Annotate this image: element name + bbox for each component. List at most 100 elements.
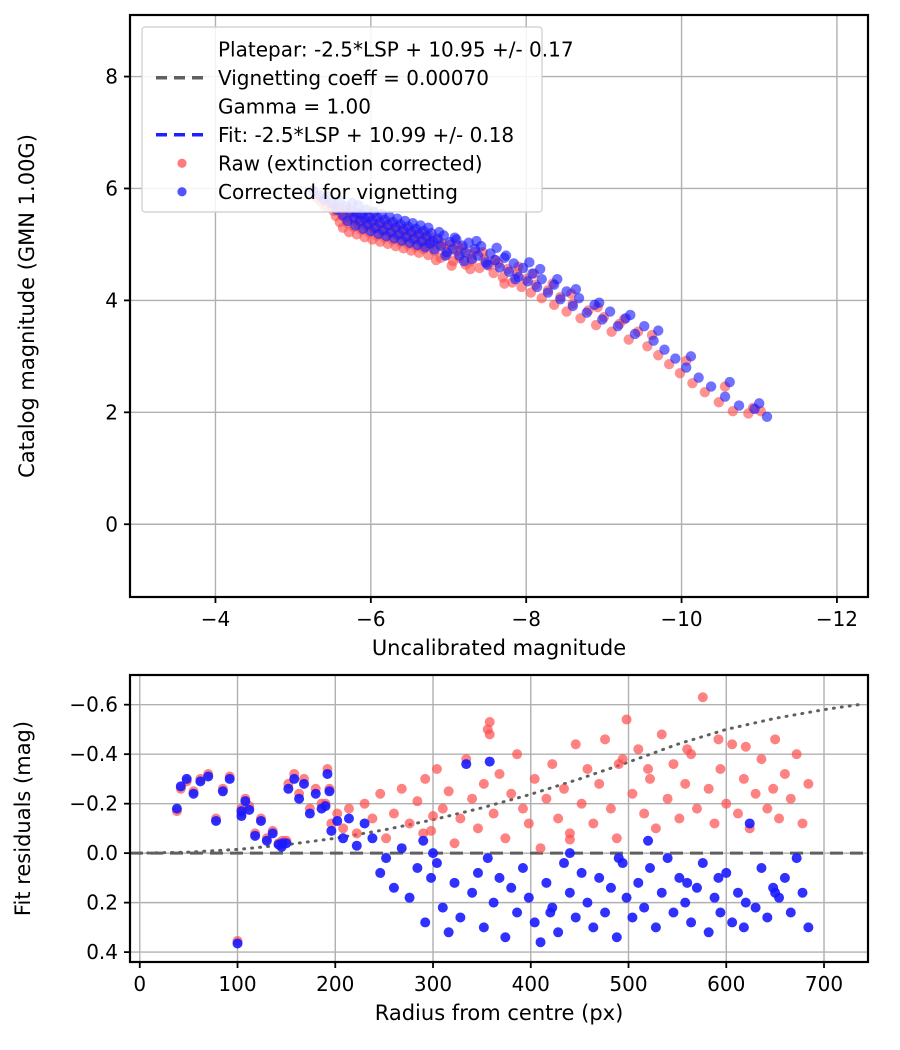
data-point (431, 764, 442, 775)
data-point (797, 887, 808, 898)
yticklabel: 0 (105, 512, 118, 536)
data-point (656, 887, 667, 898)
data-point (181, 773, 192, 784)
data-point (594, 872, 605, 883)
data-point (171, 803, 182, 814)
series-corrected-for-vignetting (171, 756, 814, 949)
data-point (508, 258, 519, 269)
data-point (724, 376, 735, 388)
data-point (211, 815, 222, 826)
data-point (534, 263, 546, 275)
yticklabel: −0.2 (69, 792, 118, 816)
data-point (283, 783, 294, 794)
data-point (680, 897, 691, 908)
data-point (541, 793, 552, 804)
data-point (396, 843, 407, 854)
data-point (255, 815, 266, 826)
data-point (458, 256, 470, 267)
data-point (627, 912, 638, 923)
data-point (774, 813, 785, 824)
legend-marker-dot-red (177, 158, 187, 168)
data-point (797, 818, 808, 829)
plot-content-fit-residuals (130, 692, 868, 949)
xaxis-label-photometric-calibration: Uncalibrated magnitude (372, 636, 626, 660)
data-point (785, 907, 796, 918)
data-point (388, 882, 399, 893)
data-point (779, 768, 790, 779)
ticks-fit-residuals: 0 100 200 300 400 500 600 700 0.4 0.2 0.0 −0.2 −0.4 −… (69, 693, 843, 996)
data-point (488, 808, 499, 819)
data-point (645, 862, 656, 873)
data-point (803, 778, 814, 789)
xticklabel: 400 (512, 972, 550, 996)
data-point (324, 786, 335, 797)
data-point (740, 897, 751, 908)
data-point (542, 287, 554, 298)
yticklabel: 6 (105, 176, 118, 200)
data-point (236, 806, 247, 817)
data-point (791, 853, 802, 864)
data-point (517, 862, 528, 873)
data-point (449, 877, 460, 888)
data-point (621, 892, 632, 903)
data-point (320, 801, 331, 812)
data-point (472, 250, 484, 261)
xaxis-label-fit-residuals: Radius from centre (px) (375, 1001, 624, 1025)
data-point (670, 353, 681, 364)
data-point (367, 813, 378, 824)
data-point (338, 833, 349, 844)
data-point (433, 226, 445, 238)
data-point (612, 320, 624, 332)
data-point (527, 268, 538, 279)
data-point (440, 250, 451, 261)
data-point (494, 872, 505, 883)
yticklabel: 4 (105, 288, 118, 312)
data-point (756, 862, 767, 873)
data-point (582, 897, 593, 908)
data-point (582, 764, 593, 775)
data-point (500, 932, 511, 943)
data-point (446, 260, 457, 271)
data-point (738, 922, 749, 933)
data-point (351, 840, 362, 851)
data-point (681, 362, 692, 373)
data-point (381, 853, 392, 864)
data-point (396, 783, 407, 794)
xticklabel: 0 (133, 972, 146, 996)
data-point (643, 764, 654, 775)
data-point (650, 922, 661, 933)
data-point (756, 754, 767, 765)
data-point (561, 286, 572, 297)
axis-frame-fit-residuals (128, 673, 870, 964)
data-point (506, 788, 517, 799)
data-point (732, 887, 743, 898)
data-point (703, 783, 714, 794)
data-point (581, 307, 592, 318)
data-point (418, 828, 429, 839)
legend-marker-dot-blue (177, 187, 187, 197)
data-point (332, 808, 343, 819)
data-point (552, 273, 563, 285)
data-point (188, 788, 199, 799)
data-point (719, 391, 731, 402)
data-point (426, 872, 437, 883)
data-point (605, 882, 616, 893)
data-point (467, 887, 478, 898)
data-point (662, 853, 673, 864)
data-point (668, 759, 679, 770)
yticklabel: 8 (105, 65, 118, 89)
data-point (770, 734, 781, 745)
data-point (359, 818, 370, 829)
data-point (750, 902, 761, 913)
data-point (564, 848, 575, 859)
data-point (597, 314, 608, 325)
data-point (531, 281, 543, 293)
data-point (512, 749, 523, 760)
data-point (367, 833, 378, 844)
data-point (388, 808, 399, 819)
legend-background (141, 26, 543, 213)
data-point (412, 862, 423, 873)
data-point (715, 907, 726, 918)
data-point (517, 803, 528, 814)
data-point (621, 714, 632, 725)
